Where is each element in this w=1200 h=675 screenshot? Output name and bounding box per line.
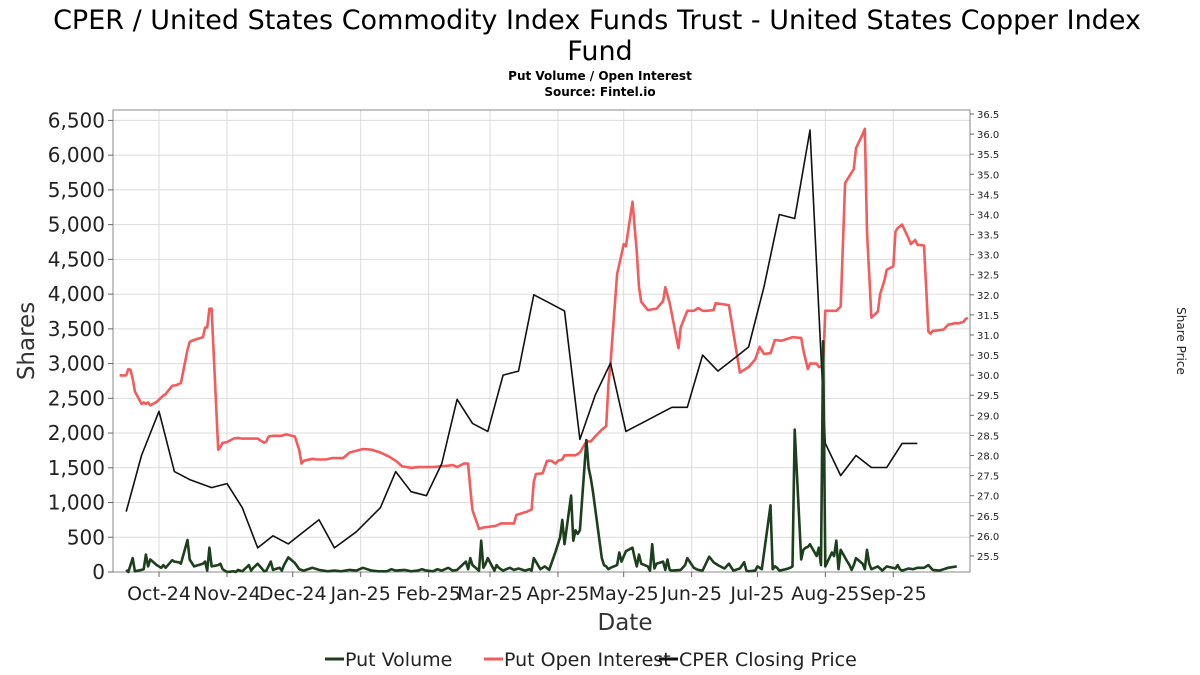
x-axis-label: Date <box>598 610 653 636</box>
y-tick-label: 5,500 <box>48 178 105 202</box>
y2-tick-label: 31.0 <box>977 331 999 342</box>
y-tick-label: 4,500 <box>48 247 105 271</box>
legend-label: Put Volume <box>345 649 452 671</box>
y-tick-label: 5,000 <box>48 213 105 237</box>
y-tick-label: 1,000 <box>48 491 105 515</box>
series-line-put-volume <box>125 340 958 574</box>
y-tick-label: 3,500 <box>48 317 105 341</box>
left-axis-ticks: 0 500 1,000 1,500 2,000 2,500 3,000 3,500 4,000 4… <box>48 108 113 584</box>
y-tick-label: 2,000 <box>48 421 105 445</box>
y2-tick-label: 26.5 <box>977 512 999 523</box>
x-tick-label: Jan-25 <box>330 583 391 605</box>
series-layer <box>119 127 969 574</box>
y-tick-label: 4,000 <box>48 282 105 306</box>
series-line-put-open-interest <box>119 127 969 531</box>
plot-area-border <box>112 109 971 573</box>
chart-title-line-1: CPER / United States Commodity Index Fun… <box>53 5 1141 36</box>
y2-tick-label: 29.5 <box>977 391 999 402</box>
y2-tick-label: 33.5 <box>977 231 999 242</box>
y-tick-label: 6,500 <box>48 108 105 132</box>
y-tick-label: 2,500 <box>48 386 105 410</box>
chart-subtitle-line-2: Source: Fintel.io <box>544 85 655 99</box>
y-axis-label: Shares <box>14 302 40 380</box>
legend-item-put-volume[interactable]: Put Volume <box>325 649 452 671</box>
legend-item-cper-closing-price[interactable]: CPER Closing Price <box>659 649 857 671</box>
x-tick-label: Nov-24 <box>193 583 261 605</box>
x-tick-label: Apr-25 <box>527 583 590 605</box>
y2-tick-label: 32.5 <box>977 271 999 282</box>
y2-tick-label: 35.0 <box>977 170 999 181</box>
y2-tick-label: 34.0 <box>977 210 999 221</box>
x-tick-label: Oct-24 <box>127 583 191 605</box>
y2-tick-label: 27.0 <box>977 492 999 503</box>
y2-tick-label: 29.0 <box>977 411 999 422</box>
y-tick-label: 3,000 <box>48 352 105 376</box>
y2-tick-label: 31.5 <box>977 311 999 322</box>
x-tick-label: Mar-25 <box>457 583 523 605</box>
right-axis-ticks: 25.5 26.0 26.5 27.0 27.5 28.0 28.5 29.0 29.5 30.0… <box>970 110 999 563</box>
y-tick-label: 1,500 <box>48 456 105 480</box>
x-tick-label: Feb-25 <box>396 583 461 605</box>
y2-axis-label: Share Price <box>1174 307 1188 375</box>
y-tick-label: 500 <box>67 525 105 549</box>
y2-tick-label: 35.5 <box>977 150 999 161</box>
legend-label: CPER Closing Price <box>679 649 857 671</box>
x-tick-label: Sep-25 <box>860 583 927 605</box>
y2-tick-label: 26.0 <box>977 532 999 543</box>
x-tick-label: Aug-25 <box>791 583 859 605</box>
y2-tick-label: 30.5 <box>977 351 999 362</box>
y2-tick-label: 32.0 <box>977 291 999 302</box>
y2-tick-label: 30.0 <box>977 371 999 382</box>
legend[interactable]: Put Volume Put Open Interest CPER Closing … <box>325 649 857 671</box>
legend-label: Put Open Interest <box>504 649 671 671</box>
x-tick-label: Jul-25 <box>729 583 784 605</box>
y2-tick-label: 36.5 <box>977 110 999 121</box>
x-tick-label: May-25 <box>589 583 659 605</box>
y2-tick-label: 28.0 <box>977 451 999 462</box>
y2-tick-label: 28.5 <box>977 431 999 442</box>
chart-title-line-2: Fund <box>567 36 632 67</box>
legend-item-put-open-interest[interactable]: Put Open Interest <box>484 649 671 671</box>
y2-tick-label: 34.5 <box>977 190 999 201</box>
y-tick-label: 6,000 <box>48 143 105 167</box>
y2-tick-label: 27.5 <box>977 472 999 483</box>
y-tick-label: 0 <box>92 560 105 584</box>
y2-tick-label: 36.0 <box>977 130 999 141</box>
x-tick-label: Dec-24 <box>259 583 327 605</box>
y2-tick-label: 33.0 <box>977 251 999 262</box>
y2-tick-label: 25.5 <box>977 552 999 563</box>
x-tick-label: Jun-25 <box>660 583 722 605</box>
series-line-cper-closing-price <box>125 129 918 549</box>
chart-subtitle-line-1: Put Volume / Open Interest <box>508 69 692 83</box>
